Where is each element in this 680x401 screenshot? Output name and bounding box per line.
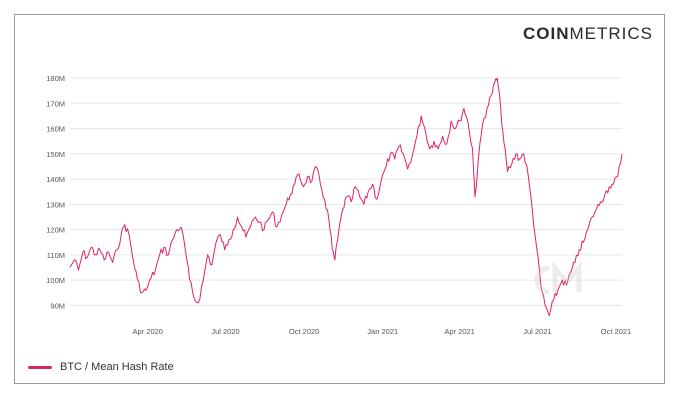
x-tick-label: Jul 2021 [523,327,551,336]
x-tick-label: Jul 2020 [211,327,239,336]
cm-watermark-icon [534,262,582,295]
y-tick-label: 180M [46,74,65,83]
x-tick-label: Apr 2021 [444,327,474,336]
legend: BTC / Mean Hash Rate [28,361,174,373]
y-tick-label: 150M [46,150,65,159]
y-tick-label: 130M [46,200,65,209]
x-tick-label: Oct 2021 [601,327,631,336]
x-tick-label: Jan 2021 [367,327,398,336]
x-tick-label: Oct 2020 [289,327,319,336]
y-tick-label: 100M [46,276,65,285]
y-tick-label: 140M [46,175,65,184]
y-tick-label: 120M [46,226,65,235]
legend-swatch [28,365,52,369]
y-tick-label: 110M [47,251,65,260]
series-line-btc-mean-hash-rate [69,77,623,316]
y-tick-label: 90M [50,301,65,310]
y-tick-label: 160M [46,125,65,134]
legend-label: BTC / Mean Hash Rate [60,361,174,373]
x-tick-label: Apr 2020 [133,327,163,336]
coinmetrics-logo: COINMETRICS [523,24,653,43]
y-tick-label: 170M [46,99,65,108]
chart-frame [14,14,665,384]
